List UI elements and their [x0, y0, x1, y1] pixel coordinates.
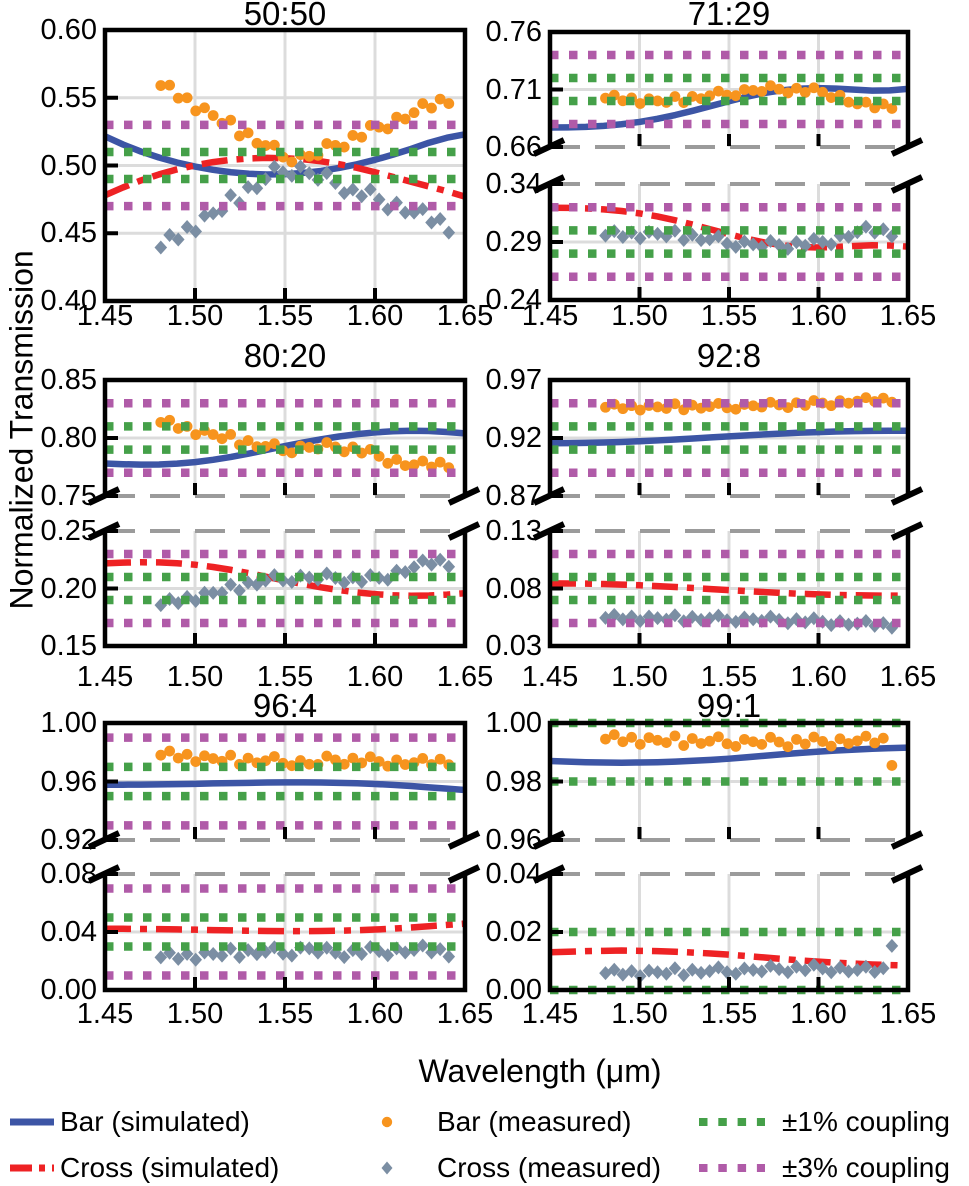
legend-swatch-bar-simulated: [10, 1118, 54, 1126]
legend-label-bar-measured: Bar (measured): [437, 1106, 632, 1137]
x-axis-label: Wavelength (μm): [418, 1053, 662, 1089]
x-tick-label: 1.60: [790, 998, 847, 1030]
x-tick-label: 1.55: [256, 998, 314, 1030]
x-tick-label: 1.60: [346, 300, 404, 332]
y-tick-label: 0.00: [485, 974, 542, 1006]
x-tick-label: 1.60: [790, 300, 847, 332]
legend-label-cross-simulated: Cross (simulated): [60, 1152, 280, 1183]
y-tick-label: 0.97: [485, 364, 542, 396]
x-tick-label: 1.65: [879, 300, 937, 332]
plot-area-panel-5-1: [532, 864, 924, 995]
x-tick-label: 1.45: [76, 661, 134, 693]
x-tick-label: 1.45: [521, 300, 579, 332]
y-tick-label: 0.08: [485, 572, 542, 605]
panel-title: 71:29: [687, 0, 771, 32]
y-tick-label: 0.98: [485, 765, 542, 798]
legend-swatch-bar-measured: [381, 1116, 393, 1128]
x-tick-label: 1.50: [611, 661, 668, 693]
x-tick-label: 1.65: [436, 998, 494, 1030]
y-tick-label: 0.13: [485, 515, 542, 547]
legend-label-plus1-coupling: ±1% coupling: [782, 1106, 950, 1137]
plot-area-panel-1-0: [532, 29, 924, 157]
legend-swatch-cross-measured: [381, 1161, 393, 1175]
x-tick-label: 1.50: [611, 998, 668, 1030]
plot-area-panel-2-0: [87, 377, 481, 506]
legend-swatch-plus3-coupling: [699, 1164, 765, 1172]
x-tick-label: 1.50: [166, 661, 224, 693]
legend-label-plus3-coupling: ±3% coupling: [782, 1152, 950, 1183]
y-tick-label: 1.00: [485, 707, 542, 739]
y-tick-label: 0.40: [40, 285, 97, 317]
x-tick-label: 1.60: [346, 661, 404, 693]
plot-area-panel-1-1: [532, 174, 924, 303]
legend-swatch-plus1-coupling: [699, 1118, 765, 1126]
y-tick-label: 0.85: [40, 364, 97, 396]
y-tick-label: 0.45: [40, 217, 97, 250]
x-tick-label: 1.55: [256, 300, 314, 332]
y-tick-label: 0.04: [485, 858, 542, 890]
x-tick-label: 1.45: [521, 998, 579, 1030]
y-tick-label: 0.29: [485, 226, 542, 258]
y-tick-label: 0.04: [40, 916, 97, 948]
y-tick-label: 0.02: [485, 916, 542, 948]
x-tick-label: 1.60: [790, 661, 847, 693]
y-tick-label: 0.87: [485, 480, 542, 512]
y-tick-label: 1.00: [40, 707, 97, 739]
x-tick-label: 1.45: [76, 300, 134, 332]
y-tick-label: 0.03: [485, 630, 542, 662]
y-tick-label: 0.96: [485, 824, 542, 856]
panel-title: 50:50: [243, 0, 327, 32]
x-tick-label: 1.45: [521, 661, 579, 693]
legend-label-cross-measured: Cross (measured): [437, 1152, 662, 1183]
y-tick-label: 0.15: [40, 630, 97, 662]
y-tick-label: 0.34: [485, 168, 542, 200]
y-tick-label: 0.00: [40, 974, 97, 1006]
x-tick-label: 1.60: [346, 998, 404, 1030]
x-tick-label: 1.50: [611, 300, 668, 332]
x-tick-label: 1.50: [166, 300, 224, 332]
legend-label-bar-simulated: Bar (simulated): [60, 1106, 250, 1137]
plot-area-panel-3-1: [532, 521, 924, 649]
x-tick-label: 1.65: [436, 300, 494, 332]
y-tick-label: 0.96: [40, 765, 97, 798]
x-tick-label: 1.55: [700, 998, 758, 1030]
plot-area-panel-0-0: [102, 27, 468, 304]
plot-area-panel-4-0: [87, 720, 481, 850]
y-tick-label: 0.55: [40, 81, 97, 114]
y-tick-label: 0.76: [485, 16, 542, 48]
y-tick-label: 0.66: [485, 131, 542, 163]
y-tick-label: 0.60: [40, 14, 97, 46]
x-tick-label: 1.55: [700, 300, 758, 332]
y-tick-label: 0.20: [40, 572, 97, 605]
y-tick-label: 0.92: [40, 824, 97, 856]
plot-area-panel-3-0: [532, 377, 924, 506]
legend-swatch-cross-simulated: [10, 1164, 54, 1172]
plot-area-panel-2-1: [87, 521, 481, 649]
y-tick-label: 0.80: [40, 422, 97, 454]
x-tick-label: 1.45: [76, 998, 134, 1030]
y-tick-label: 0.25: [40, 515, 97, 547]
x-tick-label: 1.65: [879, 998, 937, 1030]
plot-area-panel-4-1: [87, 864, 481, 993]
panel-title: 80:20: [243, 337, 327, 374]
y-tick-label: 0.71: [485, 73, 542, 106]
panel-title: 99:1: [696, 687, 762, 724]
y-tick-label: 0.08: [40, 858, 97, 890]
y-tick-label: 0.75: [40, 480, 97, 512]
x-tick-label: 1.55: [256, 661, 314, 693]
panel-title: 96:4: [252, 687, 318, 724]
y-tick-label: 0.50: [40, 149, 97, 182]
x-tick-label: 1.55: [700, 661, 758, 693]
x-tick-label: 1.65: [436, 661, 494, 693]
panel-title: 92:8: [696, 337, 762, 374]
y-tick-label: 0.92: [485, 422, 542, 454]
y-tick-label: 0.24: [485, 284, 542, 316]
plot-area-panel-5-0: [532, 718, 924, 850]
x-tick-label: 1.65: [879, 661, 937, 693]
x-tick-label: 1.50: [166, 998, 224, 1030]
